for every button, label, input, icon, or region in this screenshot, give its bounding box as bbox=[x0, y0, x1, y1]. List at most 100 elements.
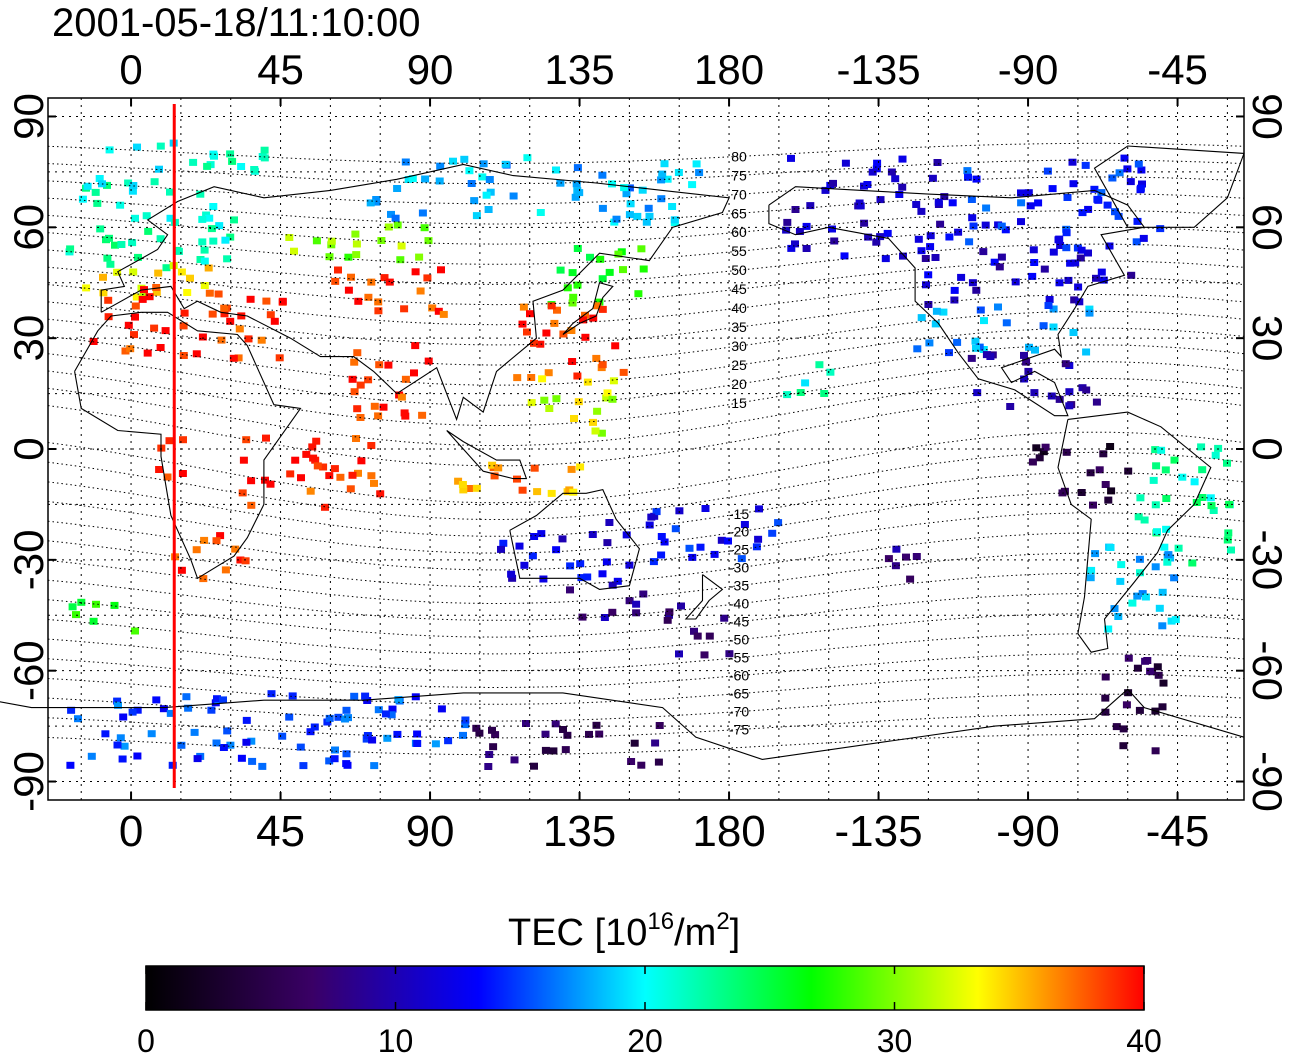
tec-cell bbox=[418, 411, 427, 419]
tec-cell bbox=[1068, 158, 1077, 166]
colorbar-title-sup1: 16 bbox=[647, 908, 674, 935]
tec-cell bbox=[1028, 458, 1037, 466]
tec-cell bbox=[622, 190, 631, 198]
tec-cell bbox=[567, 327, 576, 334]
tec-cell bbox=[649, 558, 658, 566]
tec-cell bbox=[150, 178, 159, 186]
tec-cell bbox=[632, 609, 641, 617]
tec-cell bbox=[1043, 167, 1052, 175]
tec-cell bbox=[553, 306, 561, 314]
axis-ticks bbox=[48, 98, 1244, 800]
tec-cell bbox=[1028, 272, 1037, 280]
tec-cell bbox=[128, 187, 137, 195]
tec-cell bbox=[372, 198, 381, 206]
x-tick-label-top: 0 bbox=[119, 46, 142, 93]
tec-cell bbox=[737, 555, 746, 563]
tec-cell bbox=[1124, 689, 1133, 697]
tec-cell bbox=[258, 762, 267, 770]
tec-cell bbox=[688, 553, 697, 561]
tec-cell bbox=[556, 179, 565, 187]
tec-cell bbox=[518, 320, 527, 328]
tec-cell bbox=[488, 461, 497, 469]
tec-cell bbox=[346, 485, 355, 493]
tec-cell bbox=[1133, 664, 1142, 672]
tec-cell bbox=[783, 218, 792, 226]
magnetic-latitude-label: 65 bbox=[731, 205, 747, 221]
tec-cell bbox=[192, 546, 201, 554]
tec-cell bbox=[238, 489, 247, 497]
tec-cell bbox=[625, 184, 634, 192]
tec-cell bbox=[1108, 174, 1117, 182]
tec-cell bbox=[787, 154, 795, 162]
y-tick-label-right: 30 bbox=[1244, 315, 1291, 362]
tec-cell bbox=[380, 274, 389, 282]
magnetic-contour bbox=[47, 260, 1245, 306]
tec-cell bbox=[121, 347, 130, 355]
tec-cell bbox=[1156, 225, 1165, 233]
tec-cell bbox=[226, 317, 235, 325]
tec-cell bbox=[1020, 375, 1029, 383]
tec-cell bbox=[595, 298, 604, 306]
tec-cell bbox=[972, 175, 981, 183]
coastline-path bbox=[562, 282, 614, 335]
tec-cell bbox=[1025, 343, 1033, 351]
tec-cell bbox=[1151, 747, 1160, 755]
tec-cell bbox=[899, 252, 907, 260]
tec-cell bbox=[1153, 663, 1162, 671]
tec-cell bbox=[470, 197, 479, 205]
tec-cell bbox=[1081, 161, 1090, 169]
tec-cell bbox=[154, 269, 163, 277]
tec-cell bbox=[1140, 516, 1149, 524]
tec-cell bbox=[1137, 166, 1146, 174]
magnetic-contour bbox=[47, 471, 1245, 537]
tec-cell bbox=[444, 737, 453, 745]
tec-cell bbox=[393, 185, 402, 192]
coastline-path bbox=[74, 311, 302, 580]
tec-cell bbox=[393, 221, 402, 229]
tec-cell bbox=[96, 225, 105, 233]
tec-cell bbox=[1049, 305, 1058, 313]
colorbar-title-sup2: 2 bbox=[716, 908, 729, 935]
tec-cell bbox=[113, 697, 122, 705]
tec-cell bbox=[431, 740, 440, 748]
tec-cell bbox=[647, 513, 656, 521]
tec-cell bbox=[657, 176, 666, 184]
tec-cell bbox=[334, 713, 343, 721]
tec-cell bbox=[598, 305, 607, 313]
colorbar-tick-label: 0 bbox=[137, 1023, 155, 1057]
tec-cell bbox=[576, 560, 585, 568]
tec-cell bbox=[585, 730, 593, 738]
tec-cell bbox=[876, 196, 885, 204]
tec-cell bbox=[1055, 395, 1064, 403]
tec-cell bbox=[131, 214, 139, 222]
tec-cell bbox=[278, 297, 287, 305]
tec-cell bbox=[696, 543, 705, 551]
tec-cell bbox=[459, 486, 468, 494]
tec-cell bbox=[581, 333, 590, 341]
tec-cell bbox=[1136, 569, 1144, 577]
magnetic-latitude-label: 45 bbox=[731, 281, 747, 297]
tec-cell bbox=[940, 193, 949, 201]
tec-cell bbox=[241, 557, 250, 565]
tec-cell bbox=[299, 762, 308, 770]
tec-cell bbox=[118, 755, 127, 763]
tec-cell bbox=[1158, 703, 1167, 711]
tec-cell bbox=[924, 301, 933, 308]
tec-cell bbox=[374, 298, 383, 306]
tec-cell bbox=[537, 530, 546, 538]
tec-cell bbox=[542, 329, 551, 337]
magnetic-latitude-label: -40 bbox=[729, 596, 749, 612]
tec-cell bbox=[663, 616, 672, 624]
tec-cell bbox=[638, 186, 647, 194]
tec-cell bbox=[538, 375, 547, 383]
tec-cell bbox=[950, 296, 959, 304]
tec-cell bbox=[1089, 501, 1097, 509]
tec-cell bbox=[1227, 546, 1235, 554]
tec-cell bbox=[394, 696, 403, 704]
tec-cell bbox=[657, 551, 666, 559]
tec-cell bbox=[362, 735, 371, 743]
tec-cell bbox=[364, 376, 373, 384]
tec-cell bbox=[99, 289, 108, 297]
tec-cell bbox=[401, 375, 410, 383]
magnetic-contour bbox=[47, 653, 1245, 689]
